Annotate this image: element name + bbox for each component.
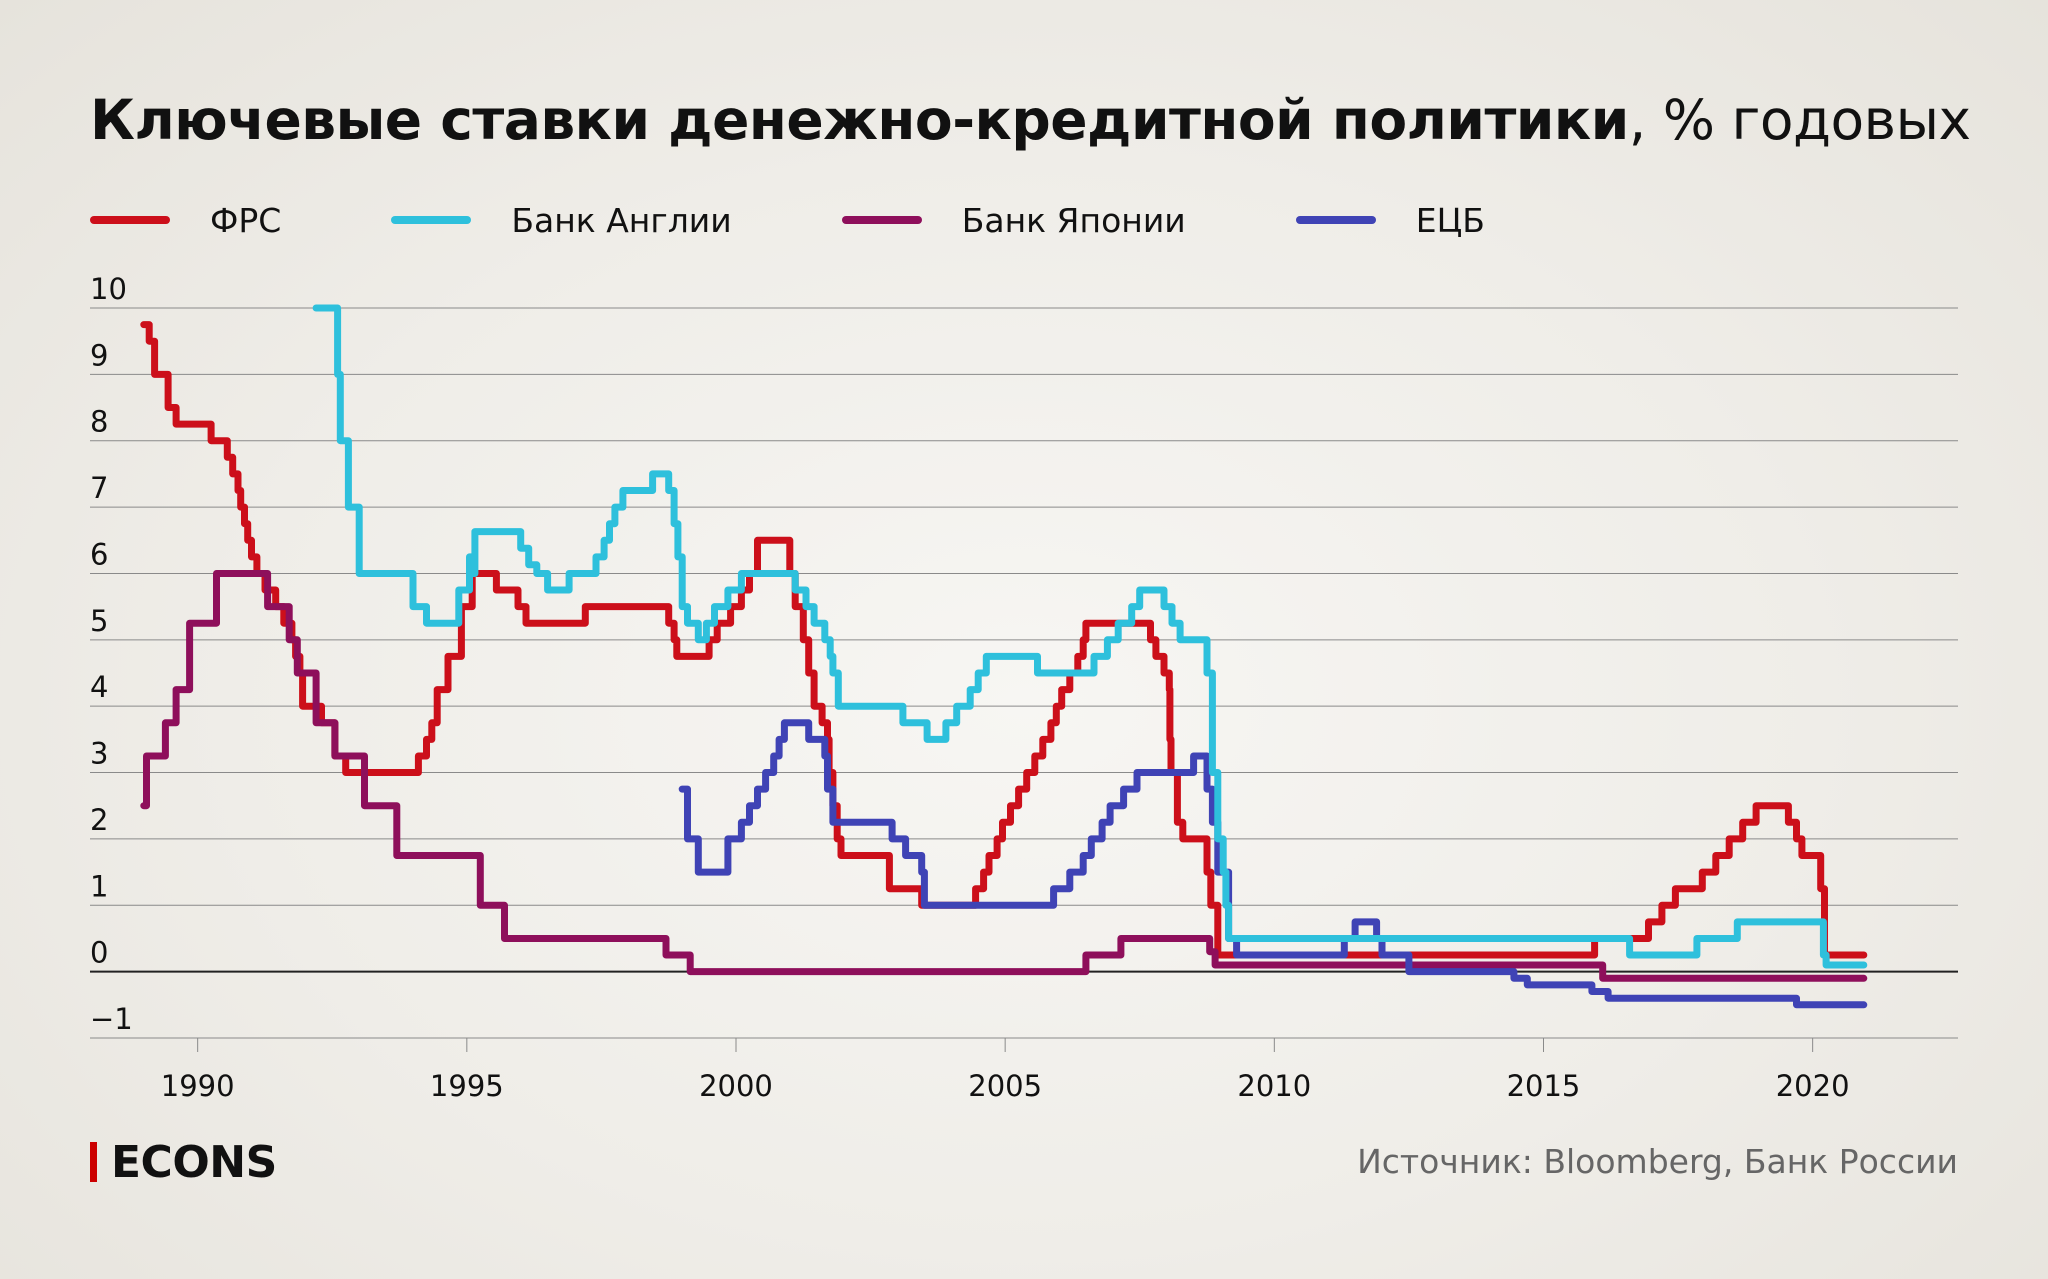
legend-item-fed: ФРС	[90, 201, 281, 240]
source-note: Источник: Bloomberg, Банк России	[1357, 1142, 1958, 1181]
legend-item-boj: Банк Японии	[841, 200, 1186, 240]
series-line-boe	[312, 304, 1868, 969]
legend-item-ecb: ЕЦБ	[1295, 200, 1485, 240]
chart-title-unit: , % годовых	[1628, 88, 1971, 152]
x-tick-label: 1990	[161, 1069, 235, 1103]
legend-label-fed: ФРС	[210, 200, 282, 240]
y-tick-label: 2	[90, 803, 108, 837]
y-tick-label: 10	[90, 272, 127, 306]
y-tick-label: −1	[90, 1002, 133, 1036]
series-line-boj	[140, 570, 1868, 982]
legend-label-ecb: ЕЦБ	[1415, 200, 1485, 240]
y-tick-label: 1	[90, 869, 108, 903]
y-tick-label: 0	[90, 936, 108, 970]
brand-logo: ECONS	[90, 1136, 277, 1188]
legend-swatch-ecb	[1295, 216, 1376, 224]
y-tick-label: 7	[90, 471, 108, 505]
series-layer	[140, 304, 1868, 1009]
y-tick-label: 6	[90, 537, 108, 571]
y-tick-label: 3	[90, 737, 108, 771]
legend-item-boe: Банк Англии	[391, 200, 732, 240]
chart-legend: ФРС Банк Англии Банк Японии ЕЦБ	[90, 195, 1485, 245]
brand-logo-text: ECONS	[111, 1136, 277, 1188]
brand-logo-bar	[90, 1142, 97, 1182]
x-tick-label: 2000	[699, 1069, 773, 1103]
x-tick-label: 2020	[1776, 1069, 1850, 1103]
y-tick-label: 4	[90, 670, 108, 704]
y-tick-label: 8	[90, 405, 108, 439]
x-tick-label: 2005	[968, 1069, 1042, 1103]
grid-layer	[90, 307, 1958, 1039]
legend-swatch-boe	[391, 216, 472, 224]
y-tick-label: 5	[90, 604, 108, 638]
x-tick-label: 2010	[1237, 1069, 1311, 1103]
legend-swatch-boj	[841, 216, 922, 224]
chart-title-main: Ключевые ставки денежно-кредитной полити…	[90, 88, 1629, 152]
legend-label-boj: Банк Японии	[961, 200, 1186, 240]
legend-swatch-fed	[90, 216, 170, 224]
chart-title: Ключевые ставки денежно-кредитной полити…	[90, 82, 1971, 158]
x-tick-label: 1995	[430, 1069, 504, 1103]
legend-label-boe: Банк Англии	[511, 200, 732, 240]
y-tick-label: 9	[90, 338, 108, 372]
x-tick-label: 2015	[1507, 1069, 1581, 1103]
